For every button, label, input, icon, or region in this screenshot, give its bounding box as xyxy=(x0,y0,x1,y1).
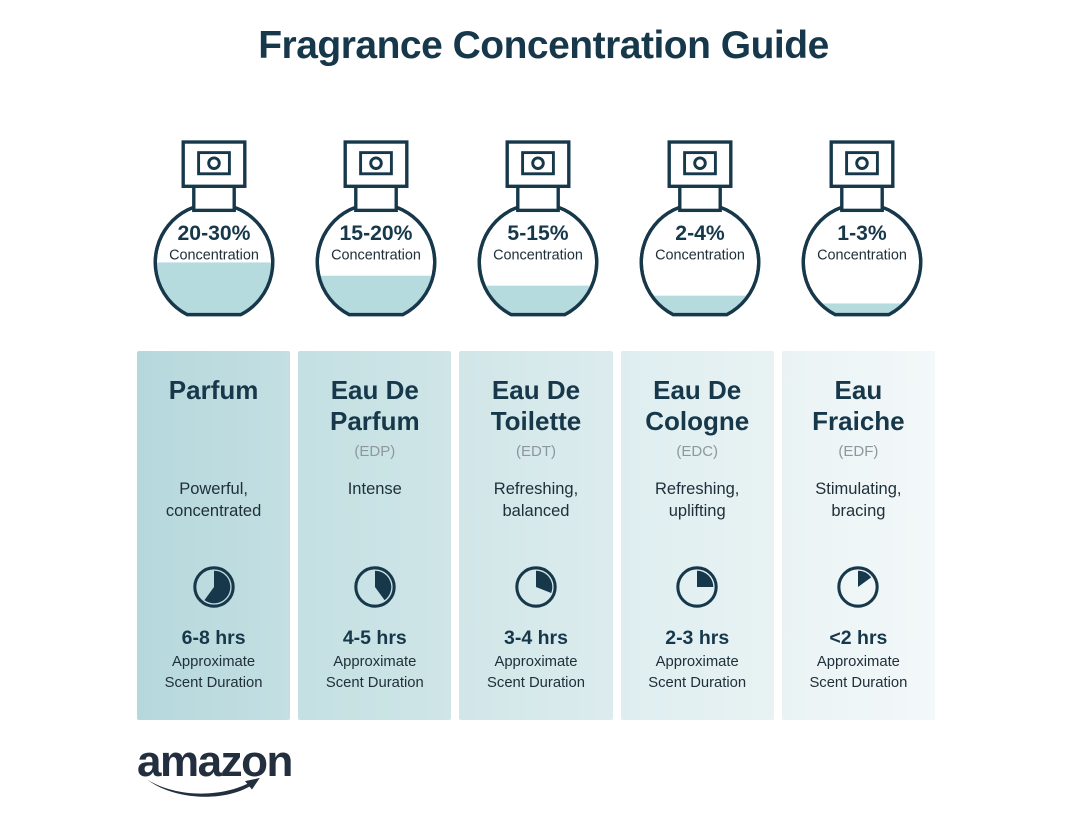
clock-icon xyxy=(674,564,720,610)
category-card-eau-de-toilette: Eau De Toilette (EDT) Refreshing, balanc… xyxy=(459,351,613,720)
duration-label: Approximate Scent Duration xyxy=(809,654,908,691)
clock-pie xyxy=(697,570,714,587)
category-description: Intense xyxy=(347,480,402,498)
category-name: Parfum xyxy=(168,375,259,405)
category-abbr: (EDP) xyxy=(354,443,396,460)
duration-value: 2-3 hrs xyxy=(665,627,730,649)
duration-value: 3-4 hrs xyxy=(504,627,568,649)
category-name: Eau De Parfum xyxy=(330,375,420,437)
concentration-label: Concentration xyxy=(817,247,907,263)
category-cards: Parfum Powerful, concentrated 6-8 hrs Ap… xyxy=(137,351,935,720)
bottle-icon: 5-15% Concentration xyxy=(477,140,599,317)
nozzle-hole xyxy=(369,156,383,170)
concentration-range: 20-30% xyxy=(178,222,251,245)
concentration-range: 5-15% xyxy=(507,222,568,245)
bottle-icon: 1-3% Concentration xyxy=(801,140,923,317)
duration-label: Approximate Scent Duration xyxy=(648,654,747,691)
liquid-fill xyxy=(805,303,919,315)
bottle-row: 20-30% Concentration 15-20% Concentratio… xyxy=(137,140,935,330)
category-card-parfum: Parfum Powerful, concentrated 6-8 hrs Ap… xyxy=(137,351,291,720)
clock-pie xyxy=(858,570,872,587)
category-abbr: (EDF) xyxy=(838,443,879,460)
clock-pie xyxy=(374,570,392,601)
bottle-icon: 2-4% Concentration xyxy=(639,140,761,317)
nozzle-hole xyxy=(207,156,221,170)
clock-icon xyxy=(513,564,559,610)
category-name: Eau Fraiche xyxy=(812,375,905,437)
category-card-eau-fraiche: Eau Fraiche (EDF) Stimulating, bracing <… xyxy=(781,351,935,720)
clock-icon xyxy=(191,564,237,610)
bottle-icon: 15-20% Concentration xyxy=(315,140,437,317)
nozzle-hole xyxy=(531,156,545,170)
concentration-range: 1-3% xyxy=(837,222,887,245)
perfume-bottle: 20-30% Concentration xyxy=(137,140,291,330)
duration-value: 4-5 hrs xyxy=(342,627,407,649)
category-description: Refreshing, balanced xyxy=(493,480,579,521)
amazon-smile-icon xyxy=(147,777,260,797)
category-card-eau-de-parfum: Eau De Parfum (EDP) Intense 4-5 hrs Appr… xyxy=(298,351,452,720)
category-description: Powerful, concentrated xyxy=(165,480,262,521)
duration-value: 6-8 hrs xyxy=(181,627,246,649)
perfume-bottle: 1-3% Concentration xyxy=(785,140,939,330)
concentration-label: Concentration xyxy=(169,247,259,263)
category-abbr: (EDC) xyxy=(676,443,719,460)
amazon-wordmark: amazon xyxy=(137,737,293,786)
perfume-bottle: 5-15% Concentration xyxy=(461,140,615,330)
page-title: Fragrance Concentration Guide xyxy=(258,24,829,67)
category-name: Eau De Cologne xyxy=(645,375,750,437)
category-name: Eau De Toilette xyxy=(490,375,582,437)
duration-label: Approximate Scent Duration xyxy=(487,654,585,691)
liquid-fill xyxy=(157,262,271,315)
duration-label: Approximate Scent Duration xyxy=(325,654,424,691)
amazon-logo: amazon xyxy=(137,740,307,803)
clock-pie xyxy=(204,570,230,604)
liquid-fill xyxy=(643,295,757,315)
concentration-label: Concentration xyxy=(493,247,583,263)
bottle-icon: 20-30% Concentration xyxy=(153,140,275,317)
clock-icon xyxy=(835,564,881,610)
duration-value: <2 hrs xyxy=(829,627,888,649)
category-description: Refreshing, uplifting xyxy=(655,480,740,521)
category-card-eau-de-cologne: Eau De Cologne (EDC) Refreshing, uplifti… xyxy=(620,351,774,720)
clock-icon xyxy=(352,564,398,610)
perfume-bottle: 15-20% Concentration xyxy=(299,140,453,330)
duration-label: Approximate Scent Duration xyxy=(164,654,263,691)
concentration-range: 15-20% xyxy=(340,222,413,245)
perfume-bottle: 2-4% Concentration xyxy=(623,140,777,330)
concentration-range: 2-4% xyxy=(675,222,725,245)
nozzle-hole xyxy=(855,156,869,170)
nozzle-hole xyxy=(693,156,707,170)
concentration-label: Concentration xyxy=(655,247,745,263)
concentration-label: Concentration xyxy=(331,247,421,263)
category-description: Stimulating, bracing xyxy=(815,480,902,521)
spray-cap xyxy=(343,140,409,188)
category-abbr: (EDT) xyxy=(515,443,556,460)
clock-pie xyxy=(535,570,553,593)
